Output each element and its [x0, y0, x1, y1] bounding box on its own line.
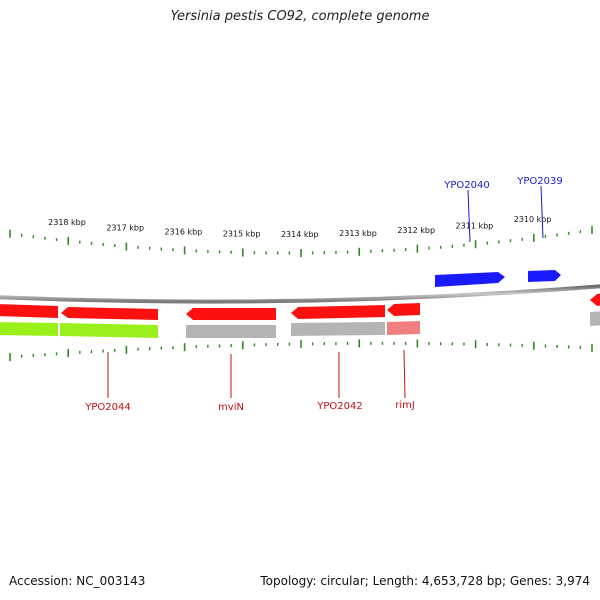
- reverse-gene-arrow: [291, 305, 385, 319]
- genome-title: Yersinia pestis CO92, complete genome: [170, 9, 430, 24]
- forward-gene-arrow: [435, 272, 505, 287]
- topology-text: Topology: circular; Length: 4,653,728 bp…: [260, 574, 590, 588]
- scale-label: 2313 kbp: [339, 229, 377, 238]
- gene-label: YPO2044: [84, 402, 130, 413]
- genome-backbone: [0, 284, 600, 304]
- pink-feature-bar: [387, 321, 420, 335]
- leader-line: [403, 349, 406, 399]
- feature-track-lower: [0, 311, 600, 338]
- scale-label: 2314 kbp: [281, 230, 319, 239]
- scale-label: 2317 kbp: [106, 223, 144, 232]
- grey-feature-bar: [186, 325, 276, 338]
- scale-label: 2311 kbp: [456, 221, 494, 230]
- inner-tick-track: [9, 339, 593, 362]
- grey-feature-bar: [590, 311, 600, 326]
- leader-line: [467, 189, 471, 243]
- gene-label-lines: [107, 185, 544, 399]
- reverse-gene-arrow: [0, 304, 58, 318]
- green-feature-bar: [0, 322, 58, 336]
- reverse-gene-arrow: [186, 308, 276, 320]
- grey-feature-bar: [291, 322, 385, 336]
- gene-label: YPO2042: [316, 401, 362, 412]
- scale-label: 2318 kbp: [48, 218, 86, 227]
- reverse-gene-arrow: [61, 307, 158, 320]
- reverse-gene-track: [0, 293, 600, 320]
- leader-line: [540, 185, 544, 239]
- accession-text: Accession: NC_003143: [9, 574, 146, 588]
- forward-gene-track: [435, 270, 561, 287]
- gene-label: rimJ: [395, 400, 415, 411]
- gene-label: YPO2039: [516, 176, 562, 187]
- gene-labels: YPO2040 YPO2039 YPO2044 mviN YPO2042 rim…: [84, 176, 562, 413]
- reverse-gene-arrow: [590, 293, 600, 306]
- forward-gene-arrow: [528, 270, 561, 282]
- scale-label: 2315 kbp: [223, 229, 261, 238]
- scale-label: 2310 kbp: [514, 215, 552, 224]
- green-feature-bar: [60, 323, 158, 338]
- scale-label: 2312 kbp: [397, 226, 435, 235]
- gene-label: YPO2040: [443, 180, 489, 191]
- scale-label: 2316 kbp: [165, 227, 203, 236]
- outer-tick-track: [9, 225, 593, 257]
- scale-label-group: 2318 kbp 2317 kbp 2316 kbp 2315 kbp 2314 kbp…: [48, 215, 551, 239]
- reverse-gene-arrow: [387, 303, 420, 316]
- gene-label: mviN: [218, 402, 244, 413]
